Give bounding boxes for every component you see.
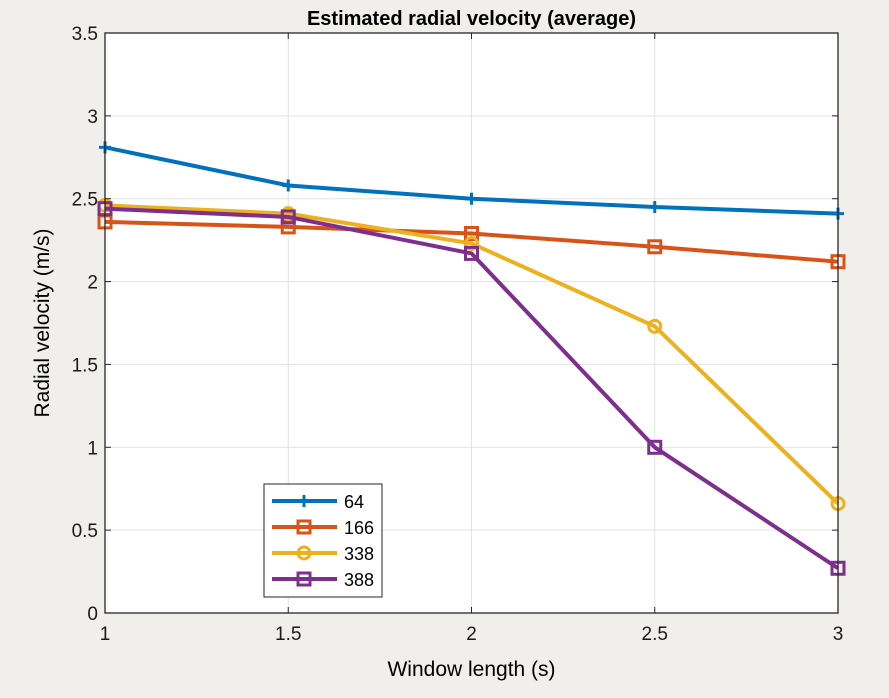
legend-item-388: 388 xyxy=(272,570,374,590)
y-tick-label: 1 xyxy=(87,438,98,459)
data-point-plus xyxy=(282,179,295,192)
legend: 64 166 338 388 xyxy=(263,483,383,598)
data-point-circle xyxy=(647,318,663,334)
legend-label: 166 xyxy=(344,518,374,538)
series-layer xyxy=(97,141,846,576)
axis-ticks: 1 1.5 2 2.5 3 0 0.5 1 1.5 2 2.5 3 3.5 xyxy=(72,24,844,645)
legend-item-166: 166 xyxy=(272,518,374,538)
data-point-circle xyxy=(464,235,479,251)
y-tick-label: 2.5 xyxy=(72,190,98,211)
data-point-square xyxy=(296,571,312,587)
data-point-square xyxy=(647,239,663,255)
x-tick-label: 1.5 xyxy=(275,624,301,645)
y-tick-label: 3.5 xyxy=(72,24,98,45)
x-tick-label: 3 xyxy=(833,624,844,645)
data-point-square xyxy=(647,439,663,455)
y-tick-label: 2 xyxy=(87,273,98,294)
data-point-plus xyxy=(298,495,310,507)
data-point-square xyxy=(464,245,479,261)
data-point-square xyxy=(280,209,296,225)
chart-title: Estimated radial velocity (average) xyxy=(307,8,636,30)
data-point-circle xyxy=(296,545,312,561)
y-axis-label: Radial velocity (m/s) xyxy=(31,228,54,417)
y-tick-label: 3 xyxy=(87,107,98,128)
legend-item-338: 338 xyxy=(272,544,374,564)
x-tick-label: 1 xyxy=(100,624,111,645)
data-point-plus xyxy=(465,192,478,205)
data-point-square xyxy=(296,519,312,535)
x-axis-label: Window length (s) xyxy=(387,658,555,681)
legend-label: 338 xyxy=(344,544,374,564)
legend-item-64: 64 xyxy=(272,492,364,512)
y-tick-label: 0 xyxy=(87,604,98,625)
series-line-166 xyxy=(104,219,839,264)
y-tick-label: 1.5 xyxy=(72,355,98,376)
legend-label: 64 xyxy=(344,492,364,512)
series-line-338 xyxy=(104,203,840,506)
legend-label: 388 xyxy=(344,570,374,590)
x-tick-label: 2 xyxy=(466,624,477,645)
x-tick-label: 2.5 xyxy=(642,624,668,645)
series-line-388 xyxy=(104,206,840,570)
data-point-square xyxy=(464,226,479,242)
data-point-plus xyxy=(648,201,661,213)
y-tick-label: 0.5 xyxy=(72,521,98,542)
